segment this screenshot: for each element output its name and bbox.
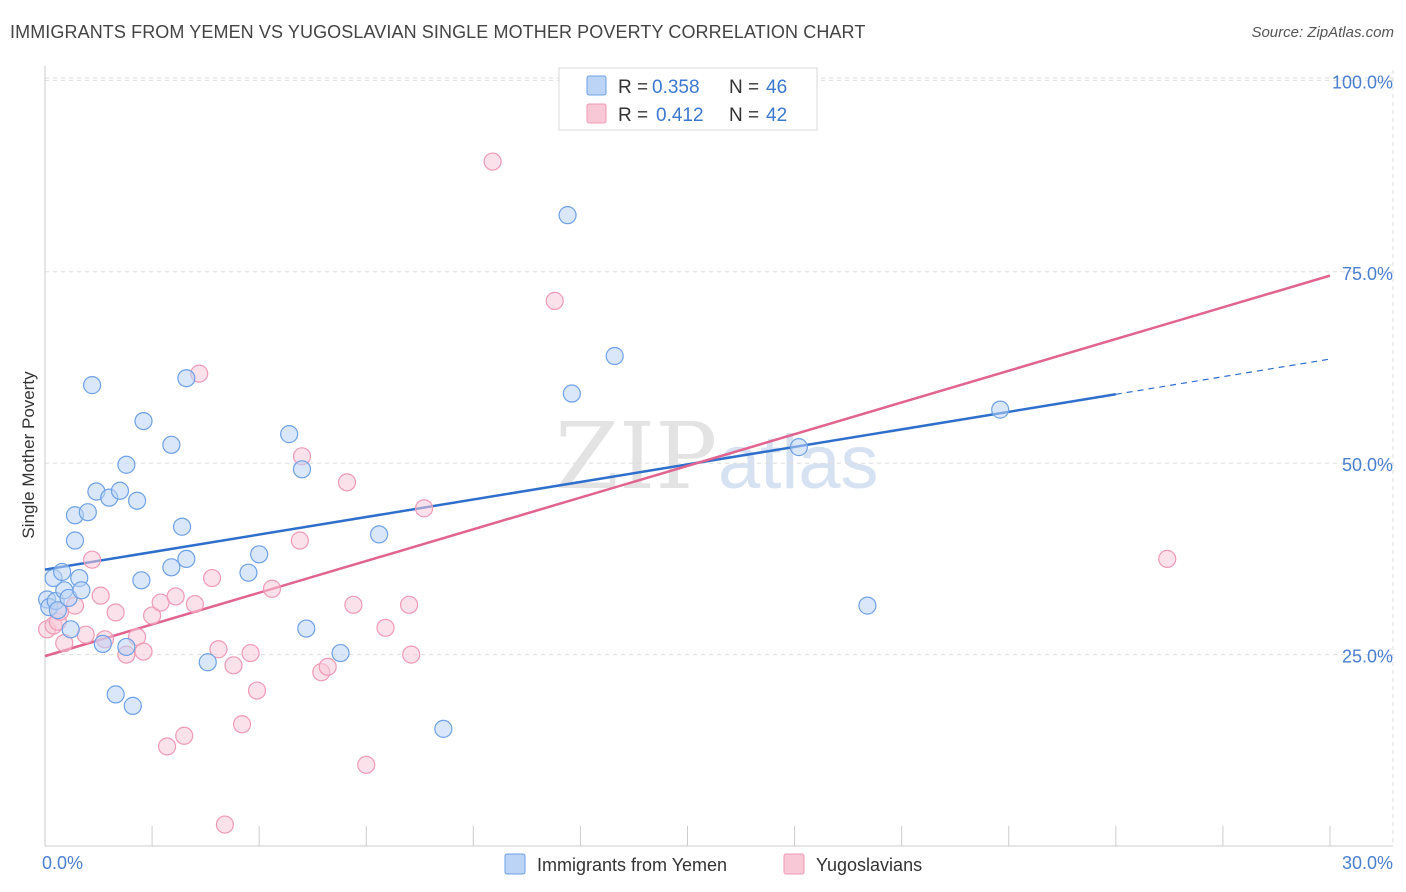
- point-yugoslavians: [83, 550, 102, 569]
- point-yugoslavians: [91, 586, 110, 605]
- point-yugoslavians: [1158, 549, 1177, 569]
- point-yugoslavians: [545, 291, 564, 310]
- point-yemen: [558, 206, 577, 225]
- point-yugoslavians: [175, 726, 194, 745]
- point-yemen: [250, 545, 269, 564]
- point-yemen: [117, 637, 136, 657]
- trendline-yemen: [44, 393, 1117, 571]
- legend-swatch-yugoslavians: [586, 103, 607, 124]
- point-yemen: [239, 563, 258, 582]
- point-yemen: [72, 581, 91, 600]
- point-yemen: [297, 619, 316, 638]
- point-yemen: [177, 369, 196, 388]
- bottom-legend-label-yemen: Immigrants from Yemen: [537, 855, 727, 875]
- legend-r-label-yugoslavians: R =: [618, 105, 648, 126]
- x-tick-label-min: 0.0%: [42, 853, 83, 873]
- point-yugoslavians: [357, 755, 376, 774]
- trendline-yemen-extension: [1115, 358, 1331, 395]
- point-yugoslavians: [224, 656, 243, 675]
- point-yugoslavians: [134, 642, 153, 661]
- point-yemen: [292, 460, 312, 479]
- legend-n-label-yugoslavians: N =: [729, 105, 759, 126]
- point-yugoslavians: [241, 643, 260, 663]
- point-yugoslavians: [209, 640, 228, 659]
- point-yugoslavians: [215, 815, 234, 834]
- data-points: [38, 152, 1177, 834]
- point-yemen: [83, 376, 102, 395]
- point-yugoslavians: [106, 603, 125, 622]
- legend-n-label-yemen: N =: [729, 77, 759, 98]
- watermark-zip: ZIP: [555, 403, 717, 510]
- y-tick-label: 50.0%: [1342, 455, 1393, 475]
- point-yugoslavians: [185, 594, 205, 614]
- legend-r-value-yemen: 0.358: [652, 77, 700, 98]
- axes: [44, 66, 1393, 847]
- x-tick-label-max: 30.0%: [1342, 853, 1393, 873]
- legend-r-value-yugoslavians: 0.412: [656, 105, 704, 126]
- point-yemen: [106, 685, 125, 704]
- point-yemen: [562, 384, 581, 403]
- point-yugoslavians: [202, 568, 222, 588]
- point-yemen: [162, 435, 181, 454]
- legend-r-label-yemen: R =: [618, 77, 648, 98]
- chart-title: IMMIGRANTS FROM YEMEN VS YUGOSLAVIAN SIN…: [10, 22, 866, 42]
- point-yemen: [110, 481, 130, 500]
- point-yemen: [117, 455, 136, 474]
- stats-legend: R = 0.358 N = 46 R = 0.412 N = 42: [558, 67, 818, 131]
- point-yugoslavians: [483, 152, 502, 171]
- point-yemen: [93, 634, 112, 653]
- point-yugoslavians: [247, 681, 267, 700]
- trendline-yugoslavians: [44, 274, 1331, 658]
- point-yemen: [134, 411, 153, 431]
- point-yugoslavians: [376, 618, 395, 637]
- point-yemen: [280, 425, 299, 444]
- point-yemen: [48, 601, 67, 620]
- y-tick-label: 75.0%: [1342, 264, 1393, 284]
- point-yugoslavians: [337, 473, 357, 492]
- point-yugoslavians: [414, 499, 434, 518]
- point-yemen: [123, 696, 142, 715]
- legend-n-value-yemen: 46: [766, 77, 787, 98]
- point-yemen: [858, 596, 877, 615]
- point-yemen: [127, 491, 147, 510]
- point-yemen: [198, 653, 217, 672]
- source-credit: Source: ZipAtlas.com: [1251, 24, 1394, 41]
- bottom-legend-label-yugoslavians: Yugoslavians: [816, 855, 922, 875]
- point-yemen: [434, 719, 453, 738]
- y-tick-label: 25.0%: [1342, 647, 1393, 667]
- point-yugoslavians: [262, 579, 282, 598]
- point-yugoslavians: [290, 531, 309, 550]
- point-yemen: [331, 643, 350, 663]
- tick-labels: 25.0% 50.0% 75.0% 100.0% 0.0% 30.0%: [42, 72, 1393, 873]
- point-yemen: [789, 438, 808, 457]
- y-tick-label: 100.0%: [1332, 72, 1393, 92]
- trend-lines: [44, 274, 1331, 658]
- bottom-legend-swatch-yemen: [504, 853, 526, 875]
- point-yugoslavians: [166, 587, 185, 606]
- point-yemen: [132, 571, 151, 590]
- point-yemen: [605, 346, 624, 366]
- point-yugoslavians: [399, 595, 419, 614]
- point-yemen: [991, 400, 1010, 419]
- point-yemen: [78, 503, 97, 522]
- point-yemen: [177, 549, 196, 569]
- point-yugoslavians: [142, 606, 162, 625]
- point-yemen: [370, 525, 389, 544]
- point-yemen: [162, 558, 181, 577]
- point-yugoslavians: [344, 595, 363, 614]
- series-legend: Immigrants from Yemen Yugoslavians: [504, 853, 922, 875]
- point-yemen: [172, 517, 192, 536]
- y-axis-label: Single Mother Poverty: [19, 371, 38, 539]
- point-yemen: [61, 620, 80, 639]
- point-yugoslavians: [318, 657, 337, 676]
- point-yugoslavians: [402, 645, 421, 664]
- point-yemen: [53, 562, 72, 582]
- bottom-legend-swatch-yugoslavians: [783, 853, 805, 875]
- point-yemen: [65, 531, 85, 550]
- legend-swatch-yemen: [586, 75, 607, 96]
- point-yugoslavians: [232, 715, 252, 734]
- legend-n-value-yugoslavians: 42: [766, 105, 787, 126]
- point-yugoslavians: [157, 737, 177, 756]
